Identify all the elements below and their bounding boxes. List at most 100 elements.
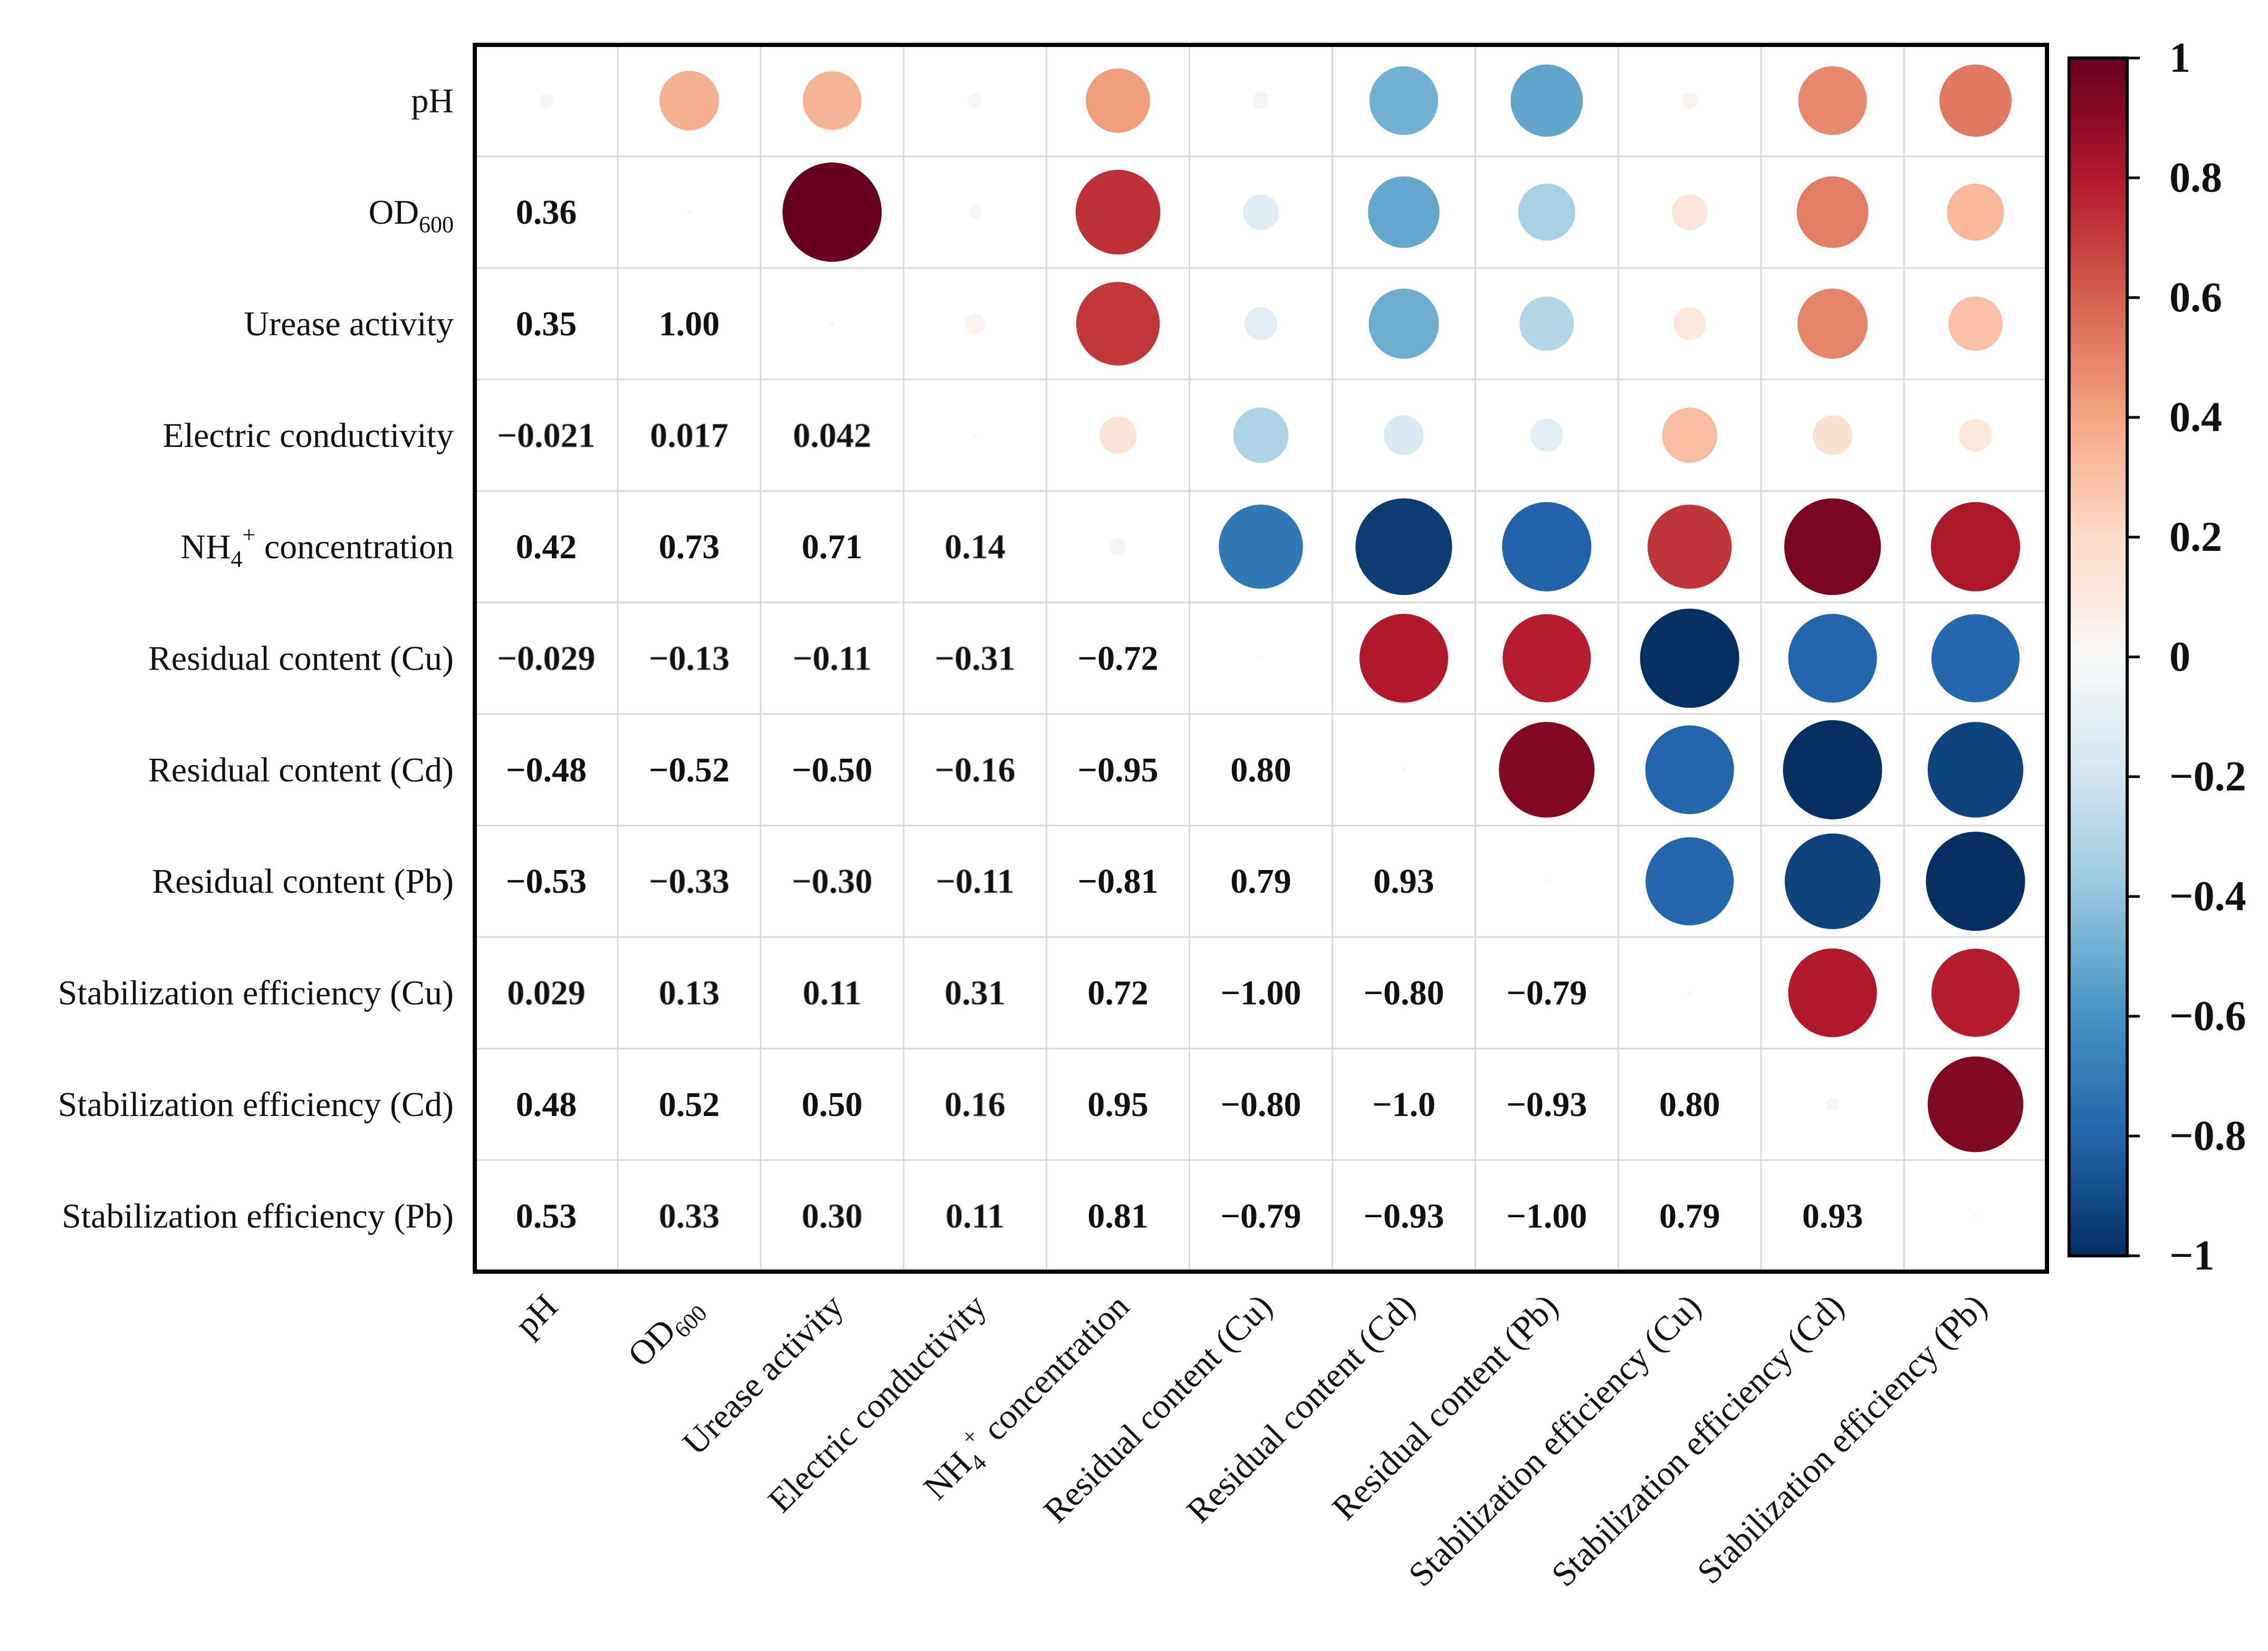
diagonal-circle <box>1259 656 1263 661</box>
coefficient-label: 0.48 <box>516 1085 577 1124</box>
correlation-circle <box>1647 504 1732 589</box>
correlation-circle <box>1673 307 1706 340</box>
coefficient-label: 0.93 <box>1802 1197 1863 1235</box>
coefficient-label: −0.80 <box>1220 1085 1301 1124</box>
coefficient-label: −0.11 <box>935 862 1014 901</box>
coefficient-label: −0.50 <box>792 751 873 789</box>
colorbar-tick-label: 1 <box>2169 35 2190 81</box>
coefficient-label: 0.42 <box>516 528 577 566</box>
column-label: Stabilization efficiency (Cu) <box>1401 1287 1708 1594</box>
colorbar-tick-label: −0.4 <box>2169 873 2246 920</box>
colorbar-tick-label: −1 <box>2169 1233 2215 1279</box>
colorbar-tick-label: 0.6 <box>2169 274 2222 321</box>
coefficient-label: 0.16 <box>944 1085 1006 1124</box>
colorbar-tick-label: 0 <box>2169 634 2190 680</box>
correlation-circle <box>1243 194 1279 230</box>
coefficient-label: 0.11 <box>945 1197 1004 1235</box>
correlation-circle <box>1813 415 1853 455</box>
coefficient-label: −0.13 <box>649 640 730 678</box>
correlation-circle <box>1645 725 1734 814</box>
coefficient-label: 0.80 <box>1230 751 1291 789</box>
coefficient-label: 0.95 <box>1087 1085 1149 1124</box>
diagonal-circle <box>973 433 978 437</box>
row-label: OD600 <box>369 193 454 237</box>
row-label: Stabilization efficiency (Cu) <box>58 974 454 1013</box>
correlation-circle <box>1499 722 1595 818</box>
correlation-cells: 0.36 0.35 1.00 −0.021 0.017 0.042 0.42 0.73 0.71… <box>497 64 2025 1236</box>
diagonal-circle <box>1401 767 1406 772</box>
correlation-circle <box>1645 837 1734 925</box>
correlation-circle <box>802 71 862 130</box>
coefficient-label: 1.00 <box>659 304 720 343</box>
correlation-circle <box>1502 502 1592 591</box>
correlation-circle <box>1783 720 1882 819</box>
correlation-circle <box>1931 949 2020 1037</box>
correlation-circle <box>1926 832 2025 931</box>
coefficient-label: 0.93 <box>1373 862 1434 901</box>
coefficient-label: −0.79 <box>1220 1197 1301 1235</box>
coefficient-label: 0.73 <box>659 528 720 566</box>
correlation-circle <box>1252 92 1270 109</box>
row-label: Residual content (Cd) <box>148 751 454 789</box>
correlation-circle <box>1086 68 1151 133</box>
correlation-circle <box>1640 608 1739 708</box>
colorbar-tick-label: −0.6 <box>2169 993 2246 1039</box>
correlation-circle <box>1784 833 1881 929</box>
coefficient-label: −1.00 <box>1506 1197 1587 1235</box>
correlation-circle <box>1939 64 2012 137</box>
diagonal-circle <box>830 321 835 326</box>
coefficient-label: −0.93 <box>1506 1085 1587 1124</box>
correlation-circle <box>1788 614 1877 703</box>
colorbar-tick-label: −0.8 <box>2169 1113 2246 1159</box>
correlation-circle <box>1930 502 2021 591</box>
correlation-circle <box>1369 288 1439 359</box>
correlation-circle <box>964 313 985 334</box>
coefficient-label: 0.79 <box>1230 862 1291 901</box>
correlation-circle <box>659 71 719 131</box>
correlation-circle <box>968 205 982 219</box>
row-label: Urease activity <box>244 304 454 343</box>
column-label: Stabilization efficiency (Pb) <box>1690 1287 1994 1591</box>
coefficient-label: 0.52 <box>659 1085 720 1124</box>
correlation-circle <box>1959 418 1992 452</box>
row-label: Electric conductivity <box>162 416 454 455</box>
coefficient-label: −0.31 <box>935 640 1016 678</box>
row-label: Stabilization efficiency (Cd) <box>58 1085 454 1124</box>
coefficient-label: 0.50 <box>802 1085 863 1124</box>
coefficient-label: 0.11 <box>802 974 862 1013</box>
colorbar-tick-label: 0.8 <box>2169 155 2222 201</box>
coefficient-label: 0.79 <box>1659 1197 1720 1235</box>
coefficient-label: −0.72 <box>1078 640 1159 678</box>
column-label: OD600 <box>620 1287 712 1378</box>
coefficient-label: 0.029 <box>507 974 586 1013</box>
correlation-grid <box>475 45 2047 1272</box>
colorbar: 1 0.8 0.6 0.4 0.2 0 −0.2 −0.4 −0.6 −0.8 −1 <box>2068 35 2246 1279</box>
diagonal-circle <box>1687 990 1692 995</box>
colorbar-tick-label: −0.2 <box>2169 753 2246 800</box>
row-label: pH <box>411 82 454 120</box>
plot-frame <box>473 43 2049 1274</box>
row-label: NH4+ concentration <box>180 522 454 572</box>
correlation-circle <box>1662 407 1718 463</box>
correlation-circle <box>1518 184 1575 241</box>
correlation-circle <box>1796 176 1869 248</box>
correlation-circle <box>1519 296 1574 351</box>
correlation-circle <box>1233 407 1289 463</box>
coefficient-label: −0.021 <box>497 416 595 455</box>
coefficient-label: −0.52 <box>649 751 730 789</box>
correlation-circle <box>1076 282 1160 366</box>
coefficient-label: 0.53 <box>516 1197 577 1235</box>
coefficient-label: −1.0 <box>1372 1085 1436 1124</box>
row-label: Stabilization efficiency (Pb) <box>62 1197 454 1235</box>
correlation-circle <box>968 93 982 108</box>
coefficient-label: −0.95 <box>1078 751 1159 789</box>
coefficient-label: −0.80 <box>1363 974 1444 1013</box>
correlation-circle <box>1948 296 2003 351</box>
coefficient-label: 0.81 <box>1087 1197 1149 1235</box>
coefficient-label: −0.79 <box>1506 974 1587 1013</box>
coefficient-label: 0.33 <box>659 1197 720 1235</box>
correlation-circle <box>1927 722 2024 818</box>
correlation-circle <box>1368 176 1440 248</box>
